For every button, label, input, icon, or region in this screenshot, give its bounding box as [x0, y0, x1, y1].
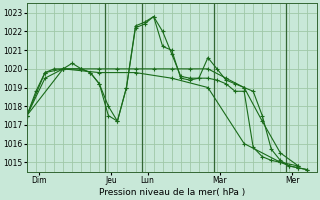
X-axis label: Pression niveau de la mer( hPa ): Pression niveau de la mer( hPa ) [99, 188, 245, 197]
